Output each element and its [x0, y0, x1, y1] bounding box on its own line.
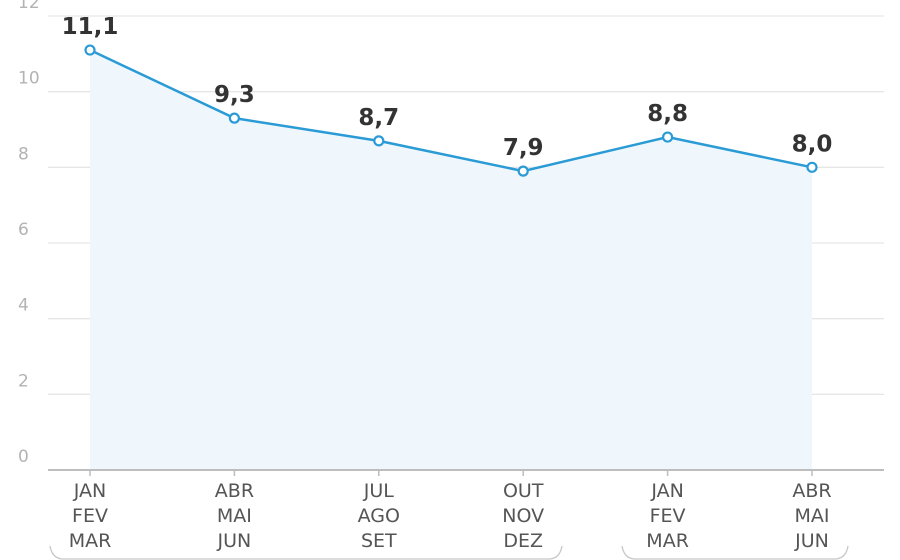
x-tick-label: JUL: [363, 480, 395, 502]
x-tick-label: MAR: [69, 530, 112, 552]
x-tick-label: MAR: [646, 530, 689, 552]
data-point: [228, 112, 240, 124]
y-tick-label: 2: [18, 371, 29, 391]
x-tick-label: NOV: [502, 505, 544, 527]
x-tick-label: JUN: [217, 530, 252, 552]
data-label: 8,0: [792, 131, 833, 157]
x-tick-label: SET: [361, 530, 397, 552]
data-labels: 11,1 9,3 8,7 7,9 8,8 8,0: [62, 14, 833, 161]
data-point: [517, 165, 529, 177]
data-label: 11,1: [62, 14, 119, 40]
data-label: 7,9: [503, 135, 544, 161]
x-tick-label: ABR: [215, 480, 254, 502]
x-tick-label: JAN: [73, 480, 106, 502]
x-tick-label: OUT: [503, 480, 544, 502]
data-label: 8,8: [647, 101, 688, 127]
x-tick-label: DEZ: [503, 530, 543, 552]
x-tick-label: FEV: [72, 505, 108, 527]
area-fill: [90, 50, 812, 471]
data-label: 8,7: [358, 105, 399, 131]
data-points: [84, 44, 818, 177]
data-point: [84, 44, 96, 56]
y-axis-ticks: 0 2 4 6 8 10 12: [18, 0, 40, 467]
y-tick-label: 8: [18, 144, 29, 164]
x-tick-label: JUN: [794, 530, 829, 552]
data-point: [661, 131, 674, 143]
x-tick-label: MAI: [795, 505, 830, 527]
y-tick-label: 0: [18, 447, 29, 467]
series-line: [89, 48, 813, 173]
y-tick-label: 10: [18, 69, 40, 89]
x-tick-label: AGO: [358, 505, 400, 527]
y-tick-label: 4: [18, 296, 29, 316]
x-tick-label: MAI: [217, 505, 252, 527]
group-bracket: [49, 545, 563, 560]
group-bracket: [621, 545, 849, 560]
data-label: 9,3: [214, 82, 255, 108]
y-tick-label: 6: [18, 220, 29, 240]
data-point: [373, 135, 385, 147]
data-point: [806, 161, 818, 173]
x-tick-label: FEV: [650, 505, 686, 527]
x-tick-label: JAN: [650, 480, 683, 502]
y-tick-label: 12: [18, 0, 40, 13]
x-axis-ticks: JAN FEV MAR ABR MAI JUN JUL AGO SET OUT NOV DEZ JAN F…: [69, 470, 832, 552]
x-axis-group-brackets: [49, 545, 849, 560]
x-tick-label: ABR: [792, 480, 831, 502]
